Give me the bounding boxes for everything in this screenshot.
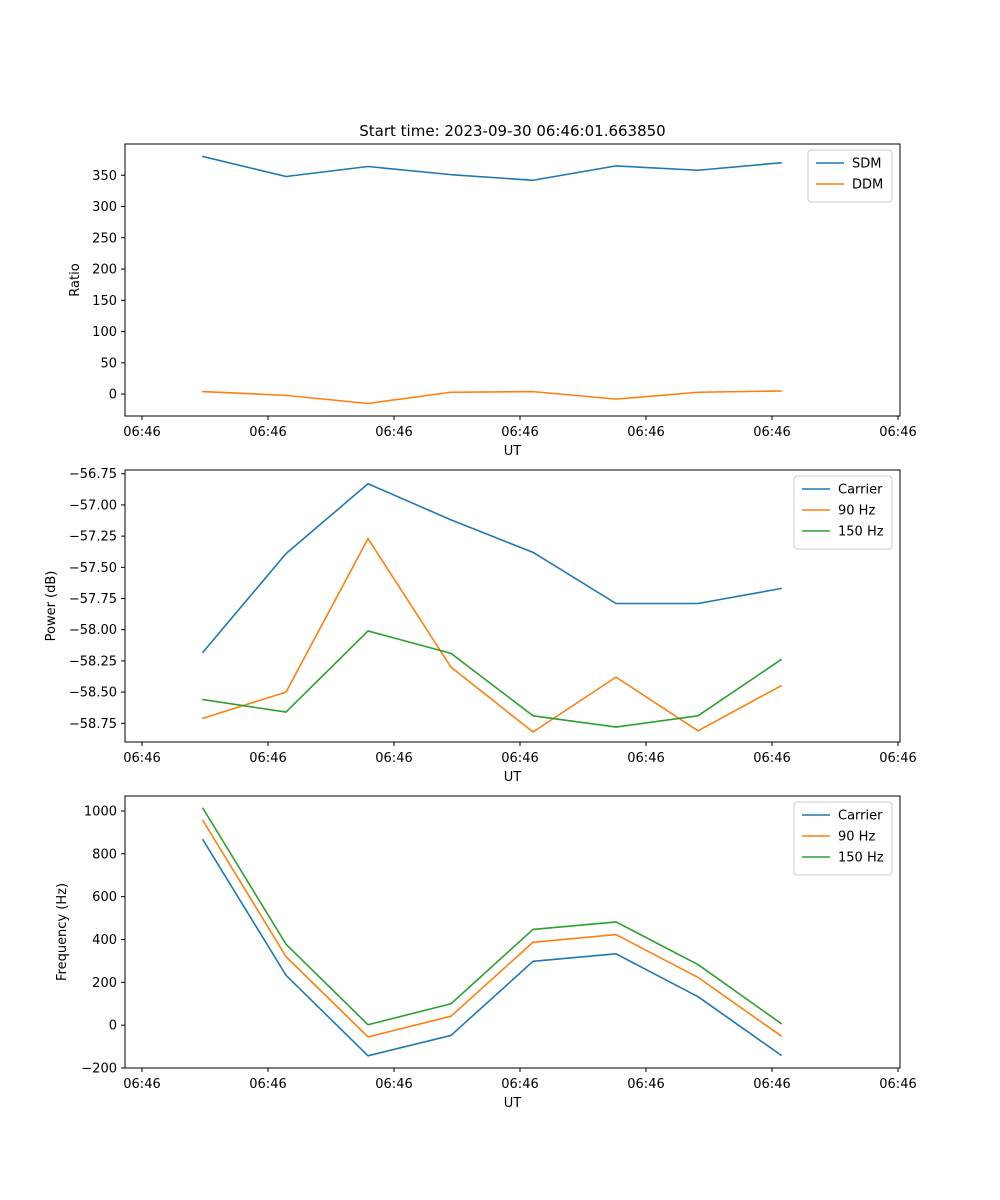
- y-tick-label: −57.25: [69, 530, 117, 545]
- y-tick-label: 100: [92, 325, 117, 340]
- x-tick-label: 06:46: [375, 1077, 412, 1092]
- x-tick-label: 06:46: [501, 1077, 538, 1092]
- y-tick-label: 350: [92, 169, 117, 184]
- chart-panel-3: 06:46 06:46 06:46 06:46 06:46 06:46 06:46 −200 0…: [55, 795, 917, 1111]
- legend-label: 150 Hz: [838, 525, 884, 540]
- series-line-ddm: [202, 390, 782, 405]
- y-tick-label: −56.75: [69, 467, 117, 482]
- x-tick-label: 06:46: [753, 425, 790, 440]
- y-tick-label: 0: [109, 388, 117, 403]
- series-line-90-hz: [201, 819, 783, 1038]
- x-tick-label: 06:46: [627, 1077, 664, 1092]
- x-tick-label: 06:46: [375, 751, 412, 766]
- y-axis-label: Ratio: [68, 263, 83, 296]
- y-tick-label: −57.50: [69, 561, 117, 576]
- y-tick-label: −57.75: [69, 592, 117, 607]
- x-tick-label: 06:46: [123, 1077, 160, 1092]
- series-line-90-hz: [201, 537, 783, 733]
- chart-panel-2: 06:46 06:46 06:46 06:46 06:46 06:46 06:46 −58.7…: [44, 467, 917, 785]
- y-tick-label: −58.25: [69, 654, 117, 669]
- x-tick-label: 06:46: [879, 751, 916, 766]
- y-tick-label: 1000: [84, 804, 117, 819]
- series-line-carrier: [201, 838, 783, 1057]
- x-tick-label: 06:46: [879, 1077, 916, 1092]
- x-tick-label: 06:46: [753, 1077, 790, 1092]
- x-tick-label: 06:46: [753, 751, 790, 766]
- legend-label: 90 Hz: [838, 504, 875, 519]
- x-tick-label: 06:46: [501, 751, 538, 766]
- x-tick-label: 06:46: [249, 1077, 286, 1092]
- plot-frame: [124, 469, 901, 743]
- chart-title: Start time: 2023-09-30 06:46:01.663850: [359, 122, 665, 140]
- x-tick-label: 06:46: [123, 425, 160, 440]
- x-axis-label: UT: [504, 770, 522, 785]
- x-tick-label: 06:46: [375, 425, 412, 440]
- legend-label: Carrier: [838, 809, 883, 824]
- x-tick-label: 06:46: [879, 425, 916, 440]
- y-tick-label: 200: [92, 976, 117, 991]
- x-tick-label: 06:46: [627, 425, 664, 440]
- legend-label: 90 Hz: [838, 830, 875, 845]
- x-tick-label: 06:46: [123, 751, 160, 766]
- y-tick-label: 400: [92, 933, 117, 948]
- y-tick-label: 0: [109, 1019, 117, 1034]
- legend-label: Carrier: [838, 483, 883, 498]
- y-tick-label: −200: [81, 1062, 117, 1077]
- plot-frame: [124, 795, 901, 1069]
- legend-label: 150 Hz: [838, 851, 884, 866]
- x-tick-label: 06:46: [249, 425, 286, 440]
- x-tick-label: 06:46: [249, 751, 286, 766]
- y-tick-label: −58.50: [69, 686, 117, 701]
- legend-label: DDM: [852, 178, 883, 193]
- y-tick-label: 150: [92, 294, 117, 309]
- y-tick-label: −58.75: [69, 717, 117, 732]
- y-tick-label: −58.00: [69, 623, 117, 638]
- y-tick-label: −57.00: [69, 498, 117, 513]
- y-tick-label: 300: [92, 200, 117, 215]
- x-axis-label: UT: [504, 1096, 522, 1111]
- chart-panel-1: Start time: 2023-09-30 06:46:01.663850 06…: [68, 122, 917, 459]
- y-tick-label: 250: [92, 231, 117, 246]
- series-line-sdm: [202, 155, 782, 182]
- y-axis-label: Power (dB): [44, 571, 59, 642]
- x-tick-label: 06:46: [627, 751, 664, 766]
- series-line-150-hz: [201, 807, 783, 1026]
- x-tick-label: 06:46: [501, 425, 538, 440]
- plot-frame: [124, 143, 901, 417]
- y-tick-label: 50: [100, 356, 117, 371]
- legend-label: SDM: [852, 157, 881, 172]
- y-tick-label: 800: [92, 847, 117, 862]
- series-line-carrier: [201, 482, 782, 654]
- y-tick-label: 600: [92, 890, 117, 905]
- series-line-150-hz: [202, 630, 783, 728]
- x-axis-label: UT: [504, 444, 522, 459]
- y-axis-label: Frequency (Hz): [55, 883, 70, 981]
- y-tick-label: 200: [92, 263, 117, 278]
